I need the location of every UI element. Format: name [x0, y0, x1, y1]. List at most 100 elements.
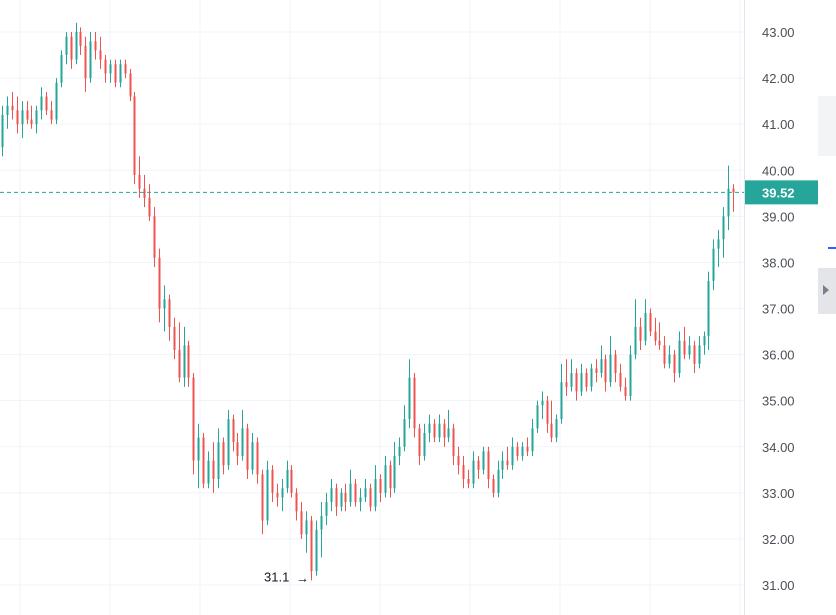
candle-body — [222, 442, 225, 466]
candle — [688, 336, 691, 360]
candle — [153, 207, 156, 268]
candle — [178, 322, 181, 383]
candle-body — [482, 451, 485, 470]
y-tick-label: 34.00 — [762, 440, 795, 455]
candle — [712, 239, 715, 291]
candle-body — [109, 64, 112, 74]
candle — [408, 359, 411, 429]
candle-body — [89, 41, 92, 79]
candle — [511, 437, 514, 470]
chevron-right-icon — [823, 285, 829, 295]
candle — [698, 336, 701, 369]
candle — [369, 483, 372, 512]
candle — [678, 331, 681, 378]
candle-body — [60, 55, 63, 83]
candle-body — [492, 479, 495, 493]
candle-body — [433, 423, 436, 438]
candle — [6, 96, 9, 129]
candle-body — [654, 331, 657, 341]
candle-body — [158, 257, 161, 309]
candle — [492, 474, 495, 498]
candle-body — [344, 492, 347, 503]
candle — [595, 359, 598, 383]
right-panel-edge — [818, 96, 836, 156]
candle-body — [325, 502, 328, 516]
candle — [340, 488, 343, 512]
candle-body — [467, 479, 470, 484]
candle-body — [119, 64, 122, 83]
candle — [629, 345, 632, 401]
candle-body — [138, 174, 141, 189]
candle-body — [129, 73, 132, 97]
candle — [560, 363, 563, 424]
candle — [187, 340, 190, 387]
candle-body — [531, 428, 534, 452]
candle — [89, 32, 92, 83]
candle — [398, 437, 401, 466]
candle-body — [644, 313, 647, 341]
candle-body — [300, 511, 303, 535]
candle-body — [403, 419, 406, 447]
candle — [497, 460, 500, 498]
candle — [526, 437, 529, 456]
low-marker: 31.1 → — [264, 569, 309, 585]
candle — [423, 423, 426, 461]
candle-body — [251, 442, 254, 470]
candle-body — [707, 280, 710, 337]
candle — [438, 414, 441, 443]
candle — [50, 101, 53, 125]
candle-body — [413, 377, 416, 429]
candle — [536, 400, 539, 433]
y-tick-label: 38.00 — [762, 255, 795, 270]
candle — [732, 184, 735, 212]
candle — [585, 368, 588, 392]
candle — [570, 359, 573, 392]
last-price-tag: 39.52 — [745, 180, 818, 205]
candle — [227, 409, 230, 470]
candle-body — [104, 59, 107, 74]
candle — [374, 465, 377, 512]
candle-body — [11, 105, 14, 111]
candle — [614, 349, 617, 383]
y-tick-label: 36.00 — [762, 348, 795, 363]
candle — [447, 409, 450, 443]
candle — [550, 400, 553, 443]
price-axis[interactable]: 43.00 42.00 41.00 40.00 39.00 38.00 37.00 36.00… — [762, 25, 795, 593]
candle — [384, 455, 387, 498]
candle-body — [349, 483, 352, 503]
candle-body — [678, 340, 681, 374]
candle — [443, 419, 446, 447]
candle-body — [271, 469, 274, 493]
candle — [609, 336, 612, 387]
candle-body — [114, 64, 117, 83]
candle — [35, 105, 38, 134]
candle — [45, 91, 48, 115]
candle — [501, 451, 504, 480]
y-tick-label: 37.00 — [762, 302, 795, 317]
candle — [452, 423, 455, 466]
candle — [516, 442, 519, 461]
candle-body — [639, 326, 642, 341]
right-panel-indicator — [828, 247, 836, 249]
candle-body — [202, 437, 205, 484]
candle — [546, 396, 549, 433]
candle-body — [75, 32, 78, 60]
candle-body — [99, 50, 102, 60]
candle — [94, 32, 97, 60]
y-tick-label: 32.00 — [762, 532, 795, 547]
collapse-panel-button[interactable] — [818, 268, 836, 314]
candle — [604, 354, 607, 392]
candle-body — [555, 419, 558, 438]
candle-body — [45, 96, 48, 111]
y-tick-label: 43.00 — [762, 25, 795, 40]
candle-body — [26, 110, 29, 120]
candle-body — [521, 446, 524, 456]
candle-body — [163, 299, 166, 309]
candle-body — [595, 368, 598, 374]
candle — [668, 345, 671, 369]
candle — [276, 483, 279, 507]
candle-body — [580, 373, 583, 392]
candle-body — [501, 460, 504, 470]
candle — [315, 520, 318, 576]
